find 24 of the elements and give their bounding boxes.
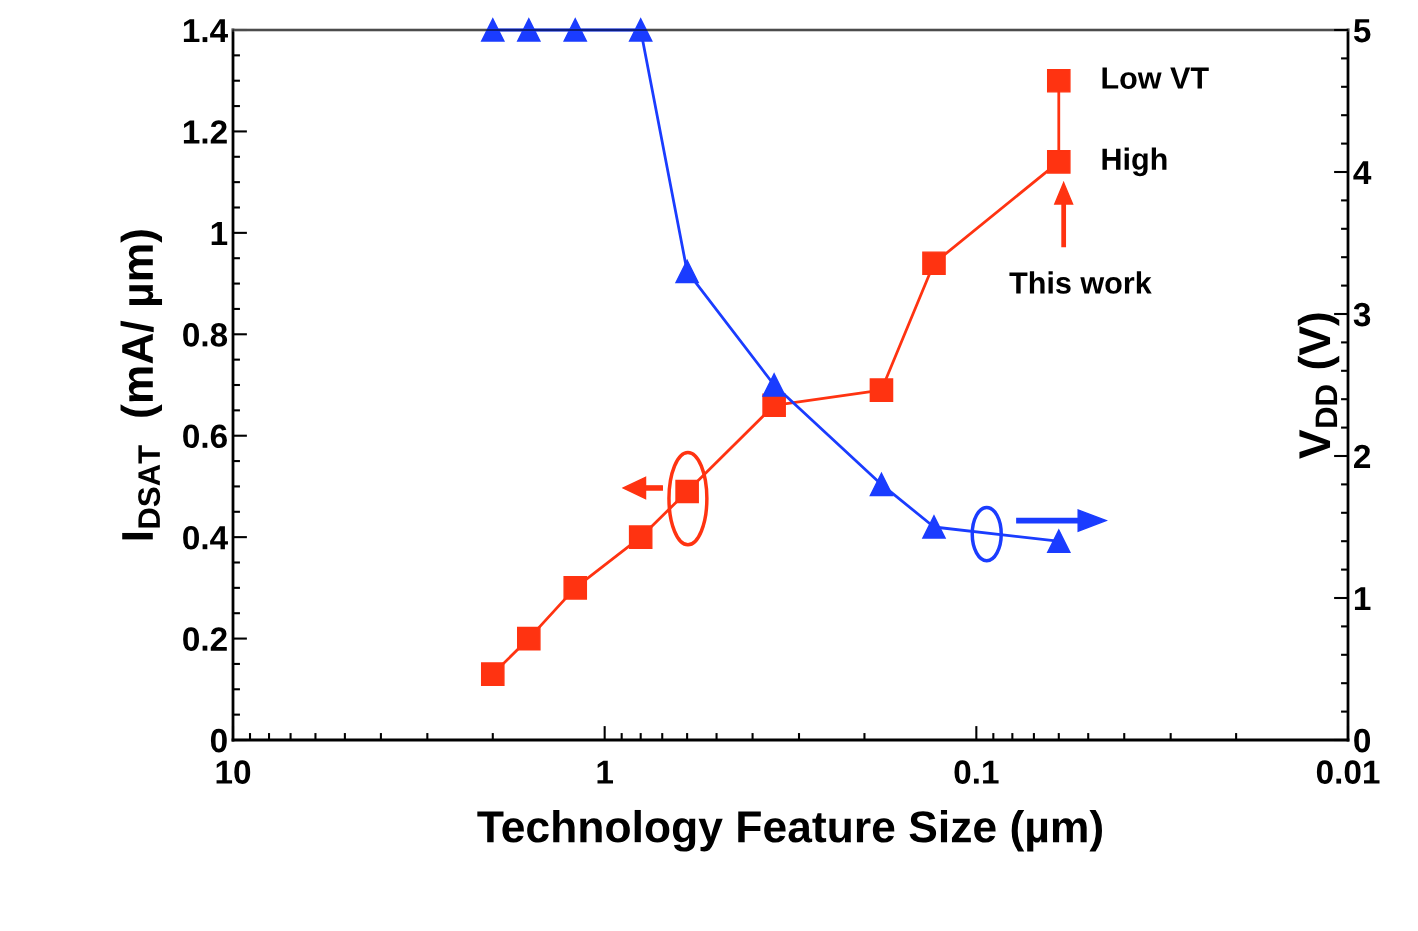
annotation: This work: [1009, 271, 1152, 294]
y2-tick-label: 4: [1353, 161, 1372, 185]
y2-tick-label: 5: [1353, 19, 1371, 43]
y2-tick-label: 1: [1354, 587, 1371, 611]
y-tick-label: 1: [211, 222, 228, 245]
y-axis-title: I$_{DSAT}$ (mA/ µm): [120, 230, 163, 540]
x-tick-label: 10: [216, 760, 251, 784]
x-tick-label: 0.1: [954, 760, 999, 784]
y2-axis-title: V$_{DD}$ (V): [1297, 313, 1340, 459]
x-tick-label: 1: [597, 760, 614, 784]
x-axis-title: Technology Feature Size (µm): [477, 809, 1102, 852]
annotation: Low VT: [1102, 67, 1209, 89]
y-tick-label: 0.6: [183, 424, 227, 449]
y-tick-label: 0.4: [183, 525, 228, 550]
y-tick-label: 0.2: [183, 627, 227, 651]
y2-tick-label: 0: [1354, 728, 1371, 753]
y2-tick-label: 2: [1354, 444, 1371, 469]
annotation: High: [1102, 147, 1167, 177]
y2-tick-label: 3: [1353, 302, 1371, 327]
x-tick-label: 0.01: [1316, 760, 1380, 784]
y-tick-label: 0.8: [183, 323, 228, 347]
y-tick-label: 0: [210, 728, 227, 753]
y-tick-label: 1.2: [183, 120, 227, 144]
y-tick-label: 1.4: [183, 19, 228, 43]
